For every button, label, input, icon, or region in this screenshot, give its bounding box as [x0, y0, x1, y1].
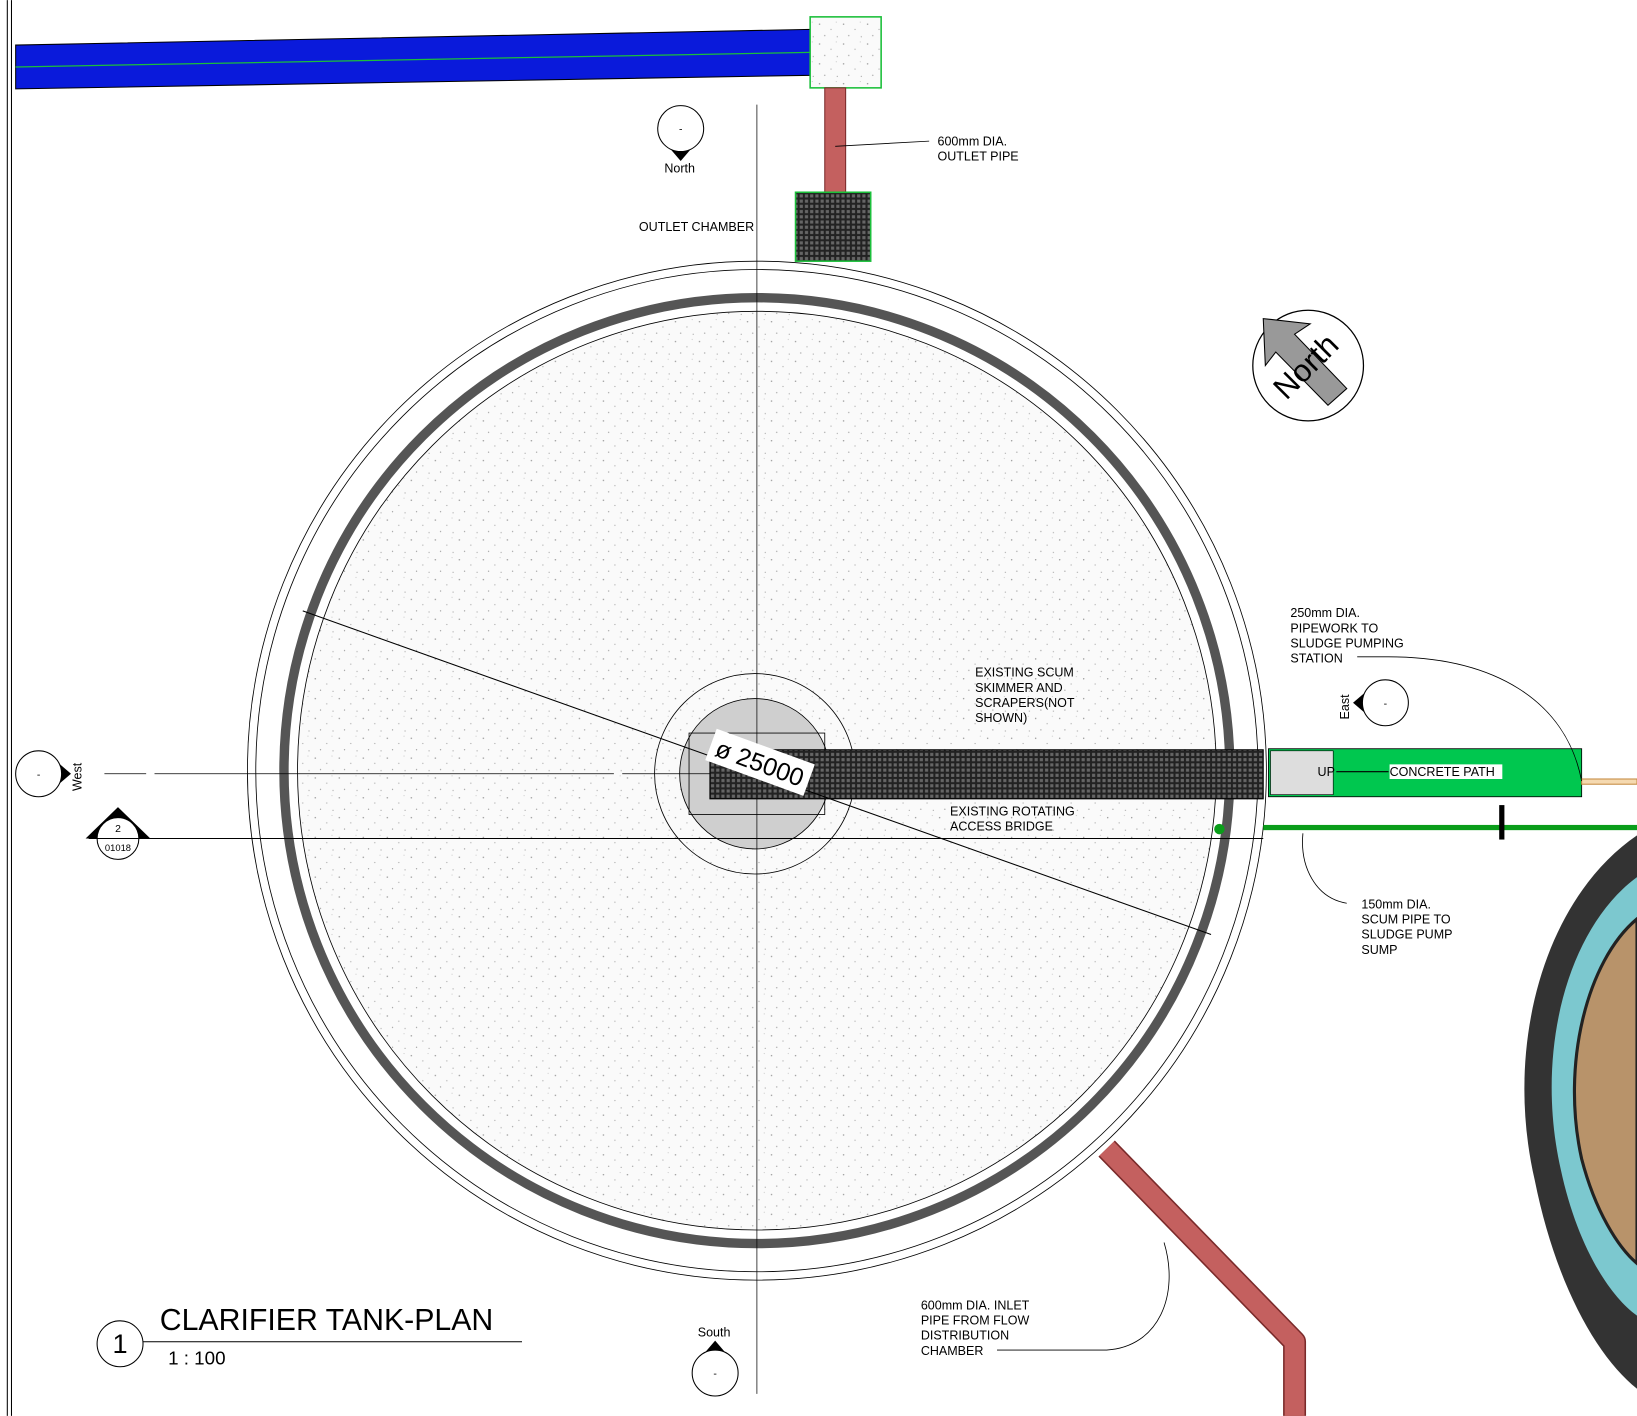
stair-label: UP: [1318, 765, 1335, 779]
annotation-line: SLUDGE PUMPING: [1290, 636, 1403, 650]
annotation-line: ACCESS BRIDGE: [950, 820, 1053, 834]
inlet-pipe: [1107, 1149, 1295, 1416]
annotation-line: SUMP: [1361, 943, 1397, 957]
annotation-line: DISTRIBUTION: [921, 1329, 1009, 1343]
section-sheet: 01018: [105, 842, 131, 853]
title: CLARIFIER TANK-PLAN: [160, 1304, 494, 1337]
view-number: 1: [113, 1328, 128, 1359]
scale: 1 : 100: [168, 1348, 225, 1369]
marker-label: North: [664, 161, 695, 175]
marker-label: South: [698, 1325, 731, 1339]
marker-north: - North: [658, 106, 704, 176]
annotation-line: OUTLET PIPE: [938, 149, 1019, 163]
outlet-pipe: [825, 88, 846, 193]
annotation-line: 150mm DIA.: [1361, 897, 1431, 911]
marker-ref: -: [679, 125, 683, 136]
annotation-line: 600mm DIA. INLET: [921, 1298, 1030, 1312]
drawing: ø 25000 UP CONCRETE PATH North - North -…: [0, 0, 1637, 1416]
marker-label: East: [1338, 694, 1352, 720]
marker-label: West: [70, 762, 84, 791]
pipe-support: [1499, 805, 1504, 839]
annotation-line: SCRAPERS(NOT: [975, 696, 1075, 710]
marker-ref: -: [1384, 699, 1388, 710]
annotation-line: 250mm DIA.: [1290, 606, 1360, 620]
valve: [1214, 824, 1224, 834]
marker-west: - West: [16, 751, 85, 797]
section-marker: 2 01018: [86, 807, 151, 859]
outlet-chamber: [796, 192, 871, 261]
section-number: 2: [115, 824, 121, 835]
marker-east: - East: [1338, 680, 1409, 726]
sludge-pipe: [1582, 779, 1637, 784]
annotation-line: PIPE FROM FLOW: [921, 1313, 1030, 1327]
chamber: [810, 17, 881, 88]
scum-pipe: [1263, 825, 1637, 830]
annotation-line: SLUDGE PUMP: [1361, 928, 1452, 942]
annotation-line: EXISTING ROTATING: [950, 805, 1075, 819]
annotation-line: PIPEWORK TO: [1290, 621, 1378, 635]
outlet-chamber-label: OUTLET CHAMBER: [639, 220, 754, 234]
annotation-line: 600mm DIA.: [938, 134, 1008, 148]
marker-south: - South: [692, 1325, 738, 1396]
annotation-line: CHAMBER: [921, 1344, 984, 1358]
annotation-line: SHOWN): [975, 711, 1027, 725]
concrete-path-label: CONCRETE PATH: [1390, 765, 1495, 779]
annotation-line: EXISTING SCUM: [975, 666, 1074, 680]
annotation-line: STATION: [1290, 652, 1342, 666]
marker-ref: -: [37, 770, 41, 781]
annotation-line: SKIMMER AND: [975, 681, 1063, 695]
annotation-line: SCUM PIPE TO: [1361, 913, 1451, 927]
marker-ref: -: [713, 1369, 717, 1380]
